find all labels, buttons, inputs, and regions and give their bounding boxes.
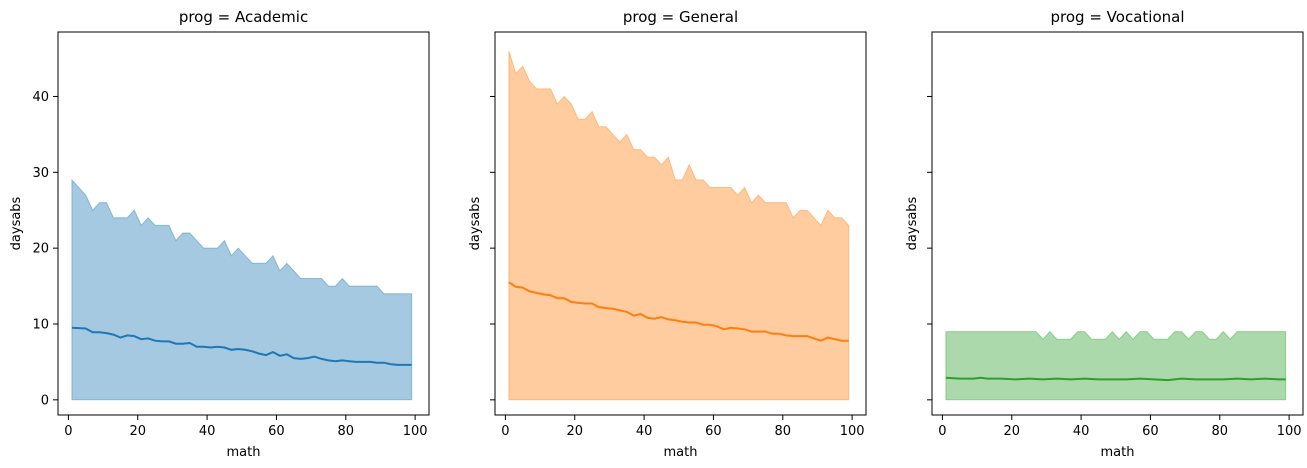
x-tick-label: 40 (1073, 424, 1090, 439)
mean-line (71, 326, 412, 366)
panel-title: prog = Vocational (1051, 8, 1185, 26)
x-tick-label: 60 (1142, 424, 1159, 439)
x-tick-label: 20 (1003, 424, 1020, 439)
y-axis-label: daysabs (9, 196, 24, 250)
x-tick-label: 80 (1212, 424, 1229, 439)
axes-frame (57, 31, 430, 416)
y-tick-label: 20 (32, 242, 49, 257)
x-tick-label: 40 (636, 424, 653, 439)
x-tick-label: 60 (268, 424, 285, 439)
panel-title: prog = Academic (179, 8, 308, 26)
chart-panel-1: 0 20 40 60 80 100 0 10 20 30 40 prog = Academic math… (9, 8, 430, 460)
chart-panel-3: 0 20 40 60 80 100 prog = Vocational math daysabs (905, 8, 1304, 460)
x-tick-label: 100 (840, 424, 865, 439)
y-axis-label: daysabs (905, 196, 920, 250)
x-tick-label: 20 (566, 424, 583, 439)
mean-line (945, 376, 1286, 382)
x-tick-label: 80 (775, 424, 792, 439)
x-tick-label: 0 (64, 424, 72, 439)
x-tick-label: 0 (938, 424, 946, 439)
axes-frame (494, 31, 867, 416)
y-tick-label: 10 (32, 317, 49, 332)
confidence-band (71, 178, 413, 401)
x-tick-label: 60 (705, 424, 722, 439)
x-axis-label: math (227, 445, 261, 460)
confidence-band (508, 50, 850, 401)
confidence-band (945, 330, 1287, 401)
mean-line (508, 281, 849, 342)
panel-title: prog = General (623, 8, 738, 26)
y-axis-label: daysabs (468, 196, 483, 250)
chart-panel-2: 0 20 40 60 80 100 prog = General math daysabs (468, 8, 867, 460)
x-tick-label: 100 (403, 424, 428, 439)
x-tick-label: 20 (129, 424, 146, 439)
y-tick-label: 30 (32, 166, 49, 181)
y-tick-label: 40 (32, 90, 49, 105)
axes-frame (931, 31, 1304, 416)
x-tick-label: 80 (338, 424, 355, 439)
x-axis-label: math (664, 445, 698, 460)
y-tick-label: 0 (41, 393, 49, 408)
x-tick-label: 40 (199, 424, 216, 439)
x-axis-label: math (1101, 445, 1135, 460)
x-tick-label: 100 (1277, 424, 1302, 439)
x-tick-label: 0 (501, 424, 509, 439)
